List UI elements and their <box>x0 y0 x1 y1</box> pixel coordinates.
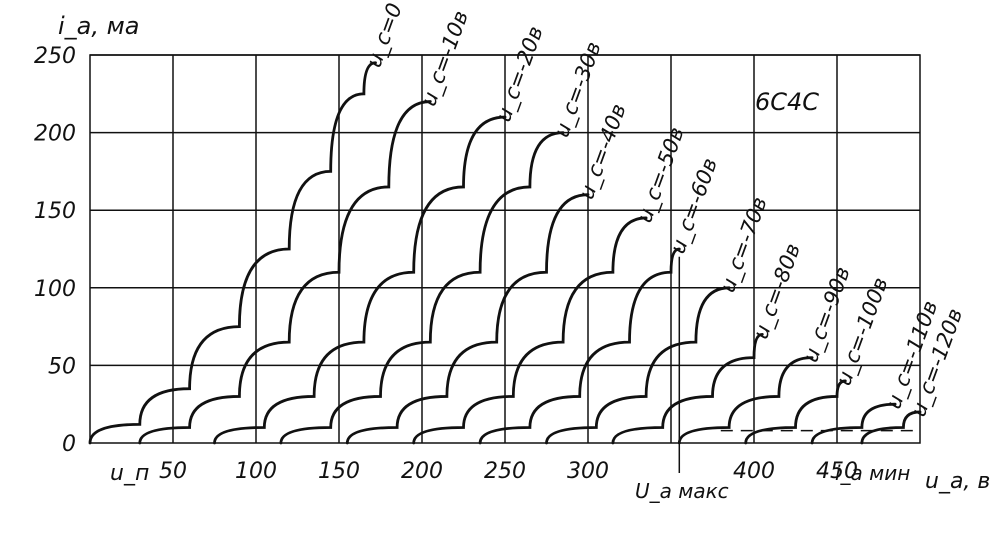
series-line <box>611 332 764 445</box>
x-tick-label: 150 <box>318 459 360 484</box>
series-label: u_c=-40в <box>574 101 632 203</box>
i-a-min-annotation: i_a мин <box>835 461 910 485</box>
x-tick-label: 250 <box>484 459 526 484</box>
series-label: u_c=-70в <box>715 194 773 296</box>
u-p-annotation: u_п <box>110 461 149 486</box>
series-line <box>213 115 507 445</box>
series-label: u_c=-20в <box>491 23 549 125</box>
x-tick-label: 400 <box>733 459 775 484</box>
x-tick-label: 100 <box>235 459 277 484</box>
labels: 250 200 150 100 50 0 50 100 150 200 250 300 400 450 u_… <box>34 0 968 484</box>
x-tick-label: 50 <box>159 459 187 484</box>
series-line <box>279 131 565 445</box>
y-tick-label: 250 <box>34 44 76 69</box>
series-label: u_c=-10в <box>416 7 474 109</box>
chart-title: 6С4С <box>755 88 819 116</box>
series-line <box>478 247 681 445</box>
series-line <box>545 286 731 445</box>
y-axis-label: i_a, ма <box>58 12 139 40</box>
y-tick-label: 100 <box>34 277 76 302</box>
grid <box>89 54 921 473</box>
series-line <box>345 193 590 445</box>
series-label: u_c=0 <box>362 0 408 71</box>
series-line <box>810 402 897 445</box>
u-a-max-annotation: U_a макс <box>635 479 729 503</box>
x-tick-label: 300 <box>567 459 609 484</box>
y-tick-label: 150 <box>34 199 76 224</box>
curves <box>88 61 922 445</box>
y-tick-label: 200 <box>34 122 76 147</box>
y-tick-label: 50 <box>48 354 76 379</box>
series-line <box>744 379 847 445</box>
series-line <box>677 356 814 445</box>
y-tick-label: 0 <box>62 432 76 457</box>
series-line <box>860 410 922 445</box>
x-tick-label: 450 <box>816 459 858 484</box>
series-label: u_c=-80в <box>748 240 806 342</box>
x-axis-label: u_a, в <box>925 469 990 494</box>
series-line <box>88 61 377 445</box>
series-line <box>412 216 648 445</box>
x-tick-label: 200 <box>401 459 443 484</box>
series-line <box>138 100 432 445</box>
